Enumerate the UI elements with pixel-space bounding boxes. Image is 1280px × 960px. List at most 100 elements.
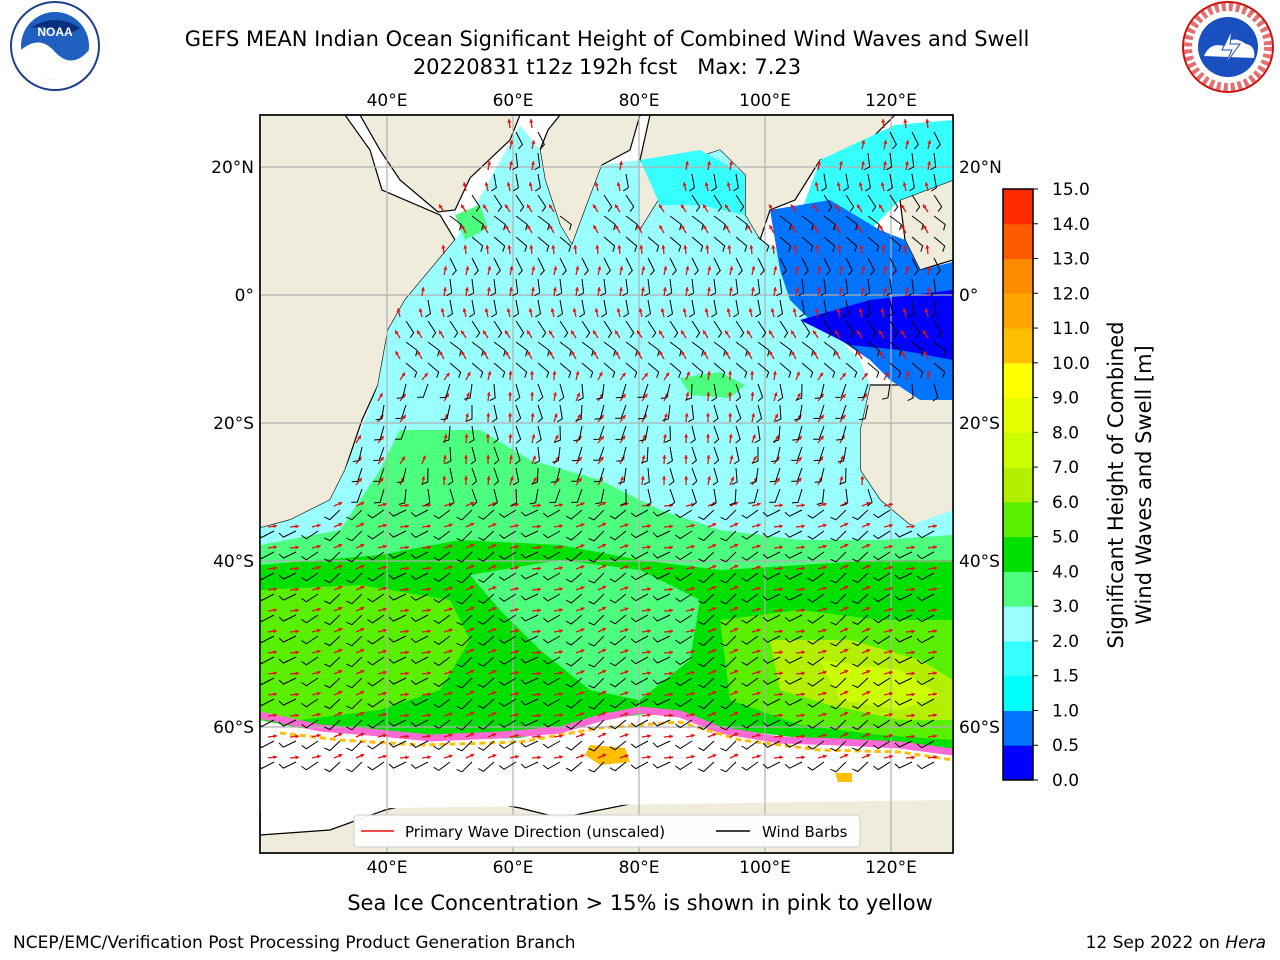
colorbar-segment	[1003, 189, 1033, 225]
wave-arrow-head	[684, 413, 689, 417]
wind-barb	[886, 278, 893, 297]
wind-barb	[735, 341, 748, 357]
wind-barb	[260, 761, 275, 770]
wind-barb	[324, 761, 341, 773]
wind-barb	[916, 614, 935, 623]
wave-arrow-head	[338, 501, 343, 506]
wave-arrow-head	[712, 712, 717, 716]
map-subtitle: 20220831 t12z 192h fcst Max: 7.23	[412, 55, 802, 79]
wind-barb	[515, 236, 528, 252]
colorbar-tick-label: 15.0	[1052, 180, 1090, 200]
wind-barb	[477, 719, 495, 730]
wave-arrow-head	[505, 351, 509, 356]
wave-arrow-head	[725, 225, 729, 230]
wind-barb	[603, 341, 616, 357]
wave-arrow-head	[505, 330, 509, 335]
wave-arrow-head	[273, 671, 277, 676]
wind-barb	[529, 488, 539, 505]
wave-arrow-head	[316, 565, 321, 570]
footer-credit: NCEP/EMC/Verification Post Processing Pr…	[13, 933, 576, 953]
wind-barb	[537, 362, 550, 378]
wave-arrow-head	[703, 204, 707, 209]
wave-arrow-head	[860, 476, 865, 480]
wave-arrow-head	[905, 266, 910, 270]
wave-arrow-head	[659, 225, 663, 230]
wave-arrow-head	[747, 225, 751, 230]
colorbar-segment	[1003, 397, 1033, 433]
wind-barb	[911, 320, 921, 338]
wind-barb	[698, 698, 715, 710]
wave-arrow-head	[515, 628, 519, 633]
wave-arrow-head	[575, 371, 580, 376]
wind-barb	[865, 299, 872, 318]
wave-arrow-head	[382, 649, 387, 654]
wind-barb	[388, 530, 407, 538]
wind-barb	[793, 404, 803, 421]
wind-barb	[762, 530, 781, 538]
wind-barb	[600, 278, 607, 297]
wind-barb	[456, 530, 473, 542]
wind-barb	[779, 341, 792, 357]
wind-barb	[932, 383, 939, 402]
wave-arrow-head	[448, 628, 453, 633]
wave-arrow-head	[682, 182, 687, 186]
wave-arrow-head	[911, 755, 915, 760]
wind-barb	[565, 719, 583, 730]
colorbar-tick-label: 8.0	[1052, 423, 1079, 443]
wind-barb	[615, 425, 627, 440]
wind-barb	[630, 719, 649, 728]
wind-barb	[908, 278, 915, 297]
wind-barb	[911, 257, 919, 276]
wave-arrow-head	[360, 585, 365, 590]
wave-arrow-head	[911, 566, 915, 571]
wind-barb	[301, 719, 319, 729]
wind-barb	[565, 551, 583, 562]
wind-barb	[593, 446, 605, 461]
wave-direction-arrows	[267, 119, 937, 760]
wind-barb	[367, 572, 385, 582]
wind-barb	[748, 488, 759, 504]
wave-arrow-head	[889, 523, 893, 528]
wave-arrow-head	[427, 755, 431, 760]
wind-barb	[830, 572, 847, 584]
wind-barb	[449, 488, 455, 507]
wave-arrow-head	[756, 544, 761, 549]
wave-arrow-head	[537, 650, 541, 655]
wind-barb	[830, 551, 847, 563]
wind-barb	[609, 740, 627, 751]
wave-arrow-head	[401, 456, 405, 461]
wind-barb	[643, 467, 650, 486]
wind-barbs-legend-label: Wind Barbs	[762, 823, 848, 841]
wave-arrow-head	[427, 524, 431, 529]
wind-barb	[520, 530, 539, 538]
wind-barb	[864, 152, 871, 171]
wave-arrow-head	[644, 373, 648, 377]
colorbar-segment	[1003, 432, 1033, 468]
wind-barb	[373, 467, 385, 482]
wind-barb	[852, 740, 869, 752]
wave-arrow-head	[360, 606, 365, 611]
wave-arrow-head	[505, 225, 509, 230]
wind-barb	[741, 551, 759, 561]
wind-barb	[735, 383, 742, 402]
wind-barb	[712, 404, 719, 423]
wave-arrow-head	[417, 351, 421, 356]
wave-arrow-head	[647, 650, 651, 655]
wind-barb	[260, 740, 275, 749]
wave-arrow-head	[712, 544, 717, 548]
wind-barb	[535, 173, 541, 192]
wave-arrow-head	[725, 330, 729, 335]
wind-barb	[625, 194, 635, 212]
wave-arrow-head	[822, 649, 827, 654]
colorbar-segment	[1003, 293, 1033, 329]
wave-arrow-head	[470, 501, 475, 506]
wave-arrow-head	[537, 713, 541, 718]
wind-barb	[784, 614, 803, 622]
wind-barb	[410, 635, 429, 644]
wind-barb	[792, 425, 803, 441]
wave-arrow-head	[420, 287, 425, 291]
wave-arrow-head	[338, 648, 343, 653]
wind-barb	[713, 320, 723, 338]
wave-arrow-head	[933, 545, 937, 550]
wave-arrow-head	[273, 734, 277, 739]
